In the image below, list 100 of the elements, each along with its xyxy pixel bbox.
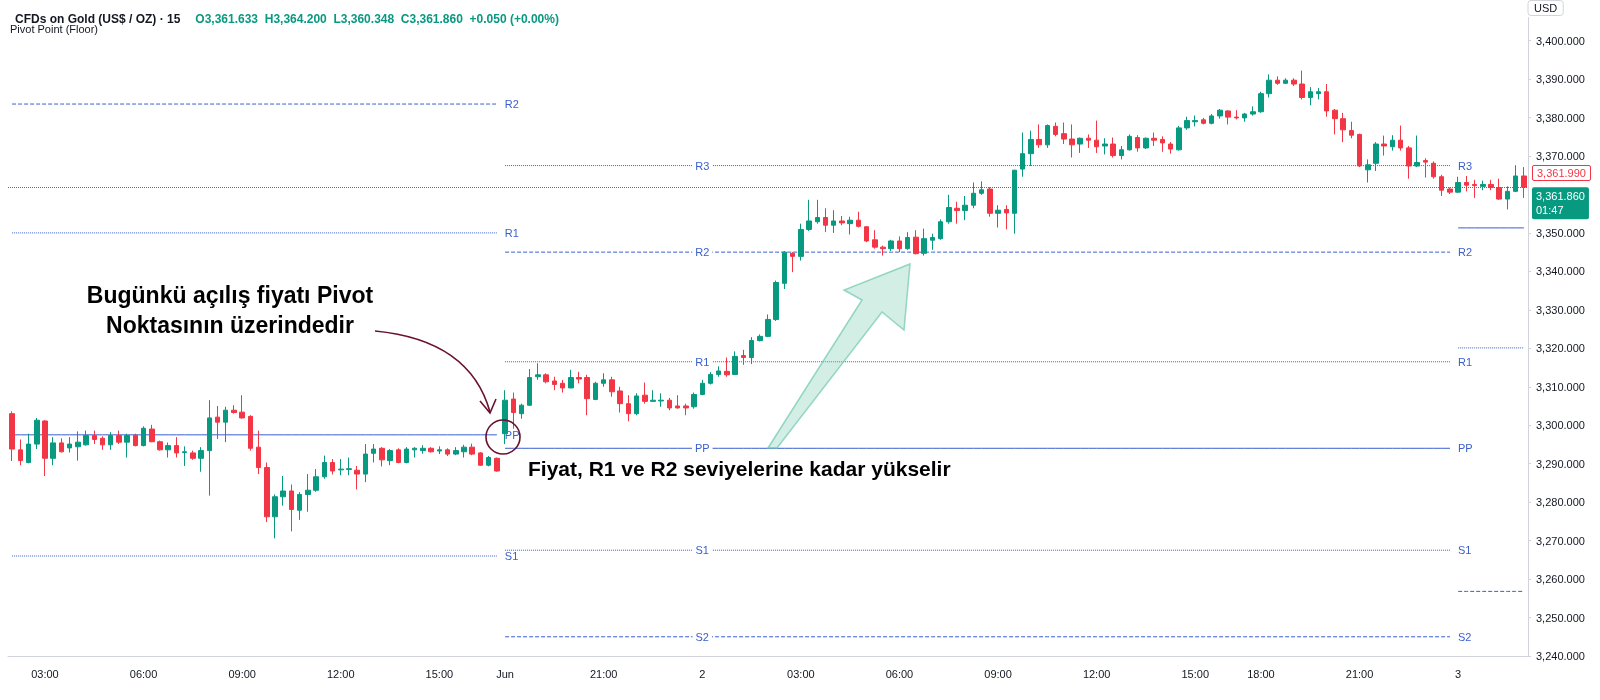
candlestick bbox=[946, 194, 952, 225]
candlestick bbox=[165, 442, 171, 459]
candlestick bbox=[552, 376, 557, 391]
candlestick bbox=[584, 374, 590, 416]
candlestick bbox=[1299, 70, 1305, 100]
candlestick bbox=[50, 436, 56, 466]
candlestick bbox=[1472, 179, 1477, 199]
candlestick bbox=[1349, 121, 1354, 139]
candlestick bbox=[239, 394, 245, 420]
candlestick bbox=[905, 231, 910, 251]
candlestick bbox=[1102, 137, 1108, 155]
text: 3,361.990 bbox=[1532, 165, 1591, 182]
candlestick bbox=[133, 433, 138, 447]
candlestick bbox=[1225, 109, 1231, 125]
candlestick bbox=[1184, 116, 1190, 131]
candlestick bbox=[987, 186, 993, 218]
candlestick bbox=[700, 379, 705, 396]
candlestick bbox=[1094, 120, 1099, 154]
text: S1 bbox=[1457, 544, 1472, 557]
candlestick bbox=[831, 209, 836, 234]
y-tick-label: 3,290.000 bbox=[1536, 457, 1585, 470]
y-tick-label: 3,280.000 bbox=[1536, 496, 1585, 509]
candlestick bbox=[396, 447, 401, 464]
candlestick bbox=[289, 483, 294, 532]
y-tick-label: 3,320.000 bbox=[1536, 342, 1585, 355]
x-tick-label: 12:00 bbox=[1082, 667, 1111, 680]
candlestick bbox=[124, 433, 130, 459]
x-tick-label: 18:00 bbox=[1247, 667, 1275, 680]
y-tick-label: 3,380.000 bbox=[1536, 111, 1585, 124]
candlestick bbox=[913, 229, 919, 255]
y-tick-label: 3,300.000 bbox=[1536, 419, 1585, 432]
x-tick-label: 2 bbox=[699, 667, 706, 680]
candlestick bbox=[576, 371, 582, 384]
x-tick-label: 03:00 bbox=[31, 667, 59, 680]
candlestick bbox=[658, 392, 664, 408]
candlestick bbox=[26, 433, 31, 464]
candlestick bbox=[634, 392, 639, 416]
candlestick bbox=[839, 215, 845, 226]
candlestick bbox=[823, 207, 828, 233]
candlestick bbox=[782, 250, 787, 290]
x-tick-label: 09:00 bbox=[228, 667, 256, 680]
candlestick bbox=[1488, 179, 1494, 191]
candlestick bbox=[527, 368, 532, 407]
candlestick bbox=[938, 218, 943, 241]
candlestick bbox=[749, 336, 754, 365]
candlestick bbox=[174, 436, 179, 459]
candlestick bbox=[1431, 160, 1436, 180]
x-tick-label: Jun bbox=[496, 667, 514, 680]
x-tick-label: 3 bbox=[1455, 667, 1462, 680]
candlestick bbox=[1036, 123, 1042, 149]
candlestick bbox=[1340, 112, 1346, 143]
candlestick bbox=[1110, 137, 1116, 159]
candlestick bbox=[1143, 137, 1149, 150]
candlestick bbox=[1316, 87, 1321, 100]
candlestick bbox=[1266, 73, 1272, 98]
text: R2 bbox=[1457, 246, 1473, 259]
candlestick bbox=[322, 455, 327, 480]
candlestick bbox=[379, 446, 385, 467]
candlestick bbox=[1045, 123, 1050, 149]
candlestick bbox=[297, 491, 302, 521]
candlestick bbox=[519, 403, 524, 420]
candlestick bbox=[1521, 166, 1527, 199]
x-tick-label: 06:00 bbox=[129, 667, 158, 680]
candlestick bbox=[1209, 113, 1214, 125]
x-tick-label: 21:00 bbox=[1345, 667, 1374, 680]
candlestick bbox=[995, 204, 1001, 229]
candlestick bbox=[1234, 109, 1239, 120]
candlestick bbox=[149, 424, 155, 443]
y-tick-label: 3,270.000 bbox=[1536, 534, 1585, 547]
candlestick bbox=[815, 199, 820, 225]
candlestick bbox=[511, 392, 516, 430]
candlestick bbox=[1464, 175, 1469, 192]
candlestick bbox=[445, 447, 450, 457]
candlestick bbox=[83, 430, 89, 447]
y-tick-label: 3,240.000 bbox=[1536, 650, 1585, 662]
candlestick bbox=[798, 223, 804, 262]
candlestick bbox=[856, 211, 861, 229]
y-tick-label: 3,330.000 bbox=[1536, 303, 1585, 316]
candlestick bbox=[1283, 77, 1288, 85]
candlestick bbox=[18, 438, 23, 466]
candlestick bbox=[330, 458, 335, 475]
candlestick bbox=[806, 199, 812, 232]
candlestick bbox=[9, 410, 15, 462]
candlestick bbox=[683, 403, 689, 416]
candlestick bbox=[272, 493, 278, 539]
candlestick bbox=[1192, 115, 1198, 127]
text: PP bbox=[1457, 442, 1473, 455]
candlestick bbox=[650, 389, 656, 403]
candlestick bbox=[593, 381, 598, 401]
candlestick bbox=[954, 201, 960, 225]
candlestick bbox=[864, 225, 869, 243]
candlestick bbox=[453, 446, 459, 456]
candlestick bbox=[1020, 132, 1025, 178]
candlestick bbox=[790, 251, 795, 273]
candlestick bbox=[346, 457, 352, 476]
x-tick-label: 06:00 bbox=[885, 667, 914, 680]
candlestick bbox=[1381, 135, 1387, 157]
candlestick bbox=[543, 372, 549, 384]
candlestick bbox=[1447, 187, 1453, 195]
candlestick bbox=[880, 245, 886, 257]
